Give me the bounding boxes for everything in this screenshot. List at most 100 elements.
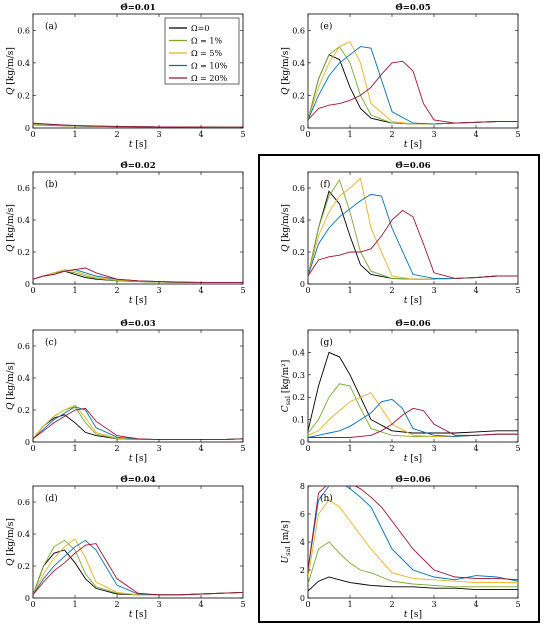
y-tick-label-6-1: 0.2 — [292, 248, 305, 257]
x-tick-label-5-4: 4 — [473, 130, 478, 139]
chart-panel-2: 0 1 2 3 4 5 0 0.2 0.4 0.6 (b) Θ̃=0.02 t [s] Q [kg/m/s… — [6, 160, 246, 306]
x-tick-label-5-1: 1 — [347, 130, 352, 139]
x-axis-label-5: t [s] — [404, 140, 422, 150]
chart-panel-8: 0 1 2 3 4 5 0 2 4 6 8 (h) Θ̃=0.06 t [s] Usal [m/s] — [281, 474, 521, 620]
x-tick-label-8-2: 2 — [389, 600, 394, 609]
plot-area-4 — [32, 485, 244, 599]
x-tick-label-6-0: 0 — [305, 286, 310, 295]
chart-panel-3: 0 1 2 3 4 5 0 0.2 0.4 0.6 (c) Θ̃=0.03 t [s] Q [kg/m/s… — [6, 318, 246, 464]
y-tick-label-8-1: 2 — [300, 566, 305, 575]
chart-title-3: Θ̃=0.03 — [120, 318, 155, 329]
x-tick-label-4-1: 1 — [72, 600, 77, 609]
series-line-8-2 — [308, 541, 518, 588]
x-tick-label-4-2: 2 — [114, 600, 119, 609]
x-tick-label-3-3: 3 — [156, 444, 161, 453]
x-tick-label-2-5: 5 — [240, 286, 245, 295]
panel-label-2: (b) — [45, 179, 58, 190]
series-line-5-5 — [308, 60, 518, 124]
x-tick-label-3-0: 0 — [30, 444, 35, 453]
plot-area-2 — [32, 171, 244, 285]
y-axis-label-7: Csal [kg/m²] — [281, 360, 292, 412]
series-line-8-3 — [308, 499, 518, 584]
x-axis-label-2: t [s] — [129, 296, 147, 306]
y-axis-label-3: Q [kg/m/s] — [6, 362, 16, 410]
y-tick-label-7-2: 0.2 — [292, 393, 305, 402]
y-tick-label-5-3: 0.6 — [292, 26, 305, 35]
x-tick-label-3-2: 2 — [114, 444, 119, 453]
x-tick-label-8-4: 4 — [473, 600, 478, 609]
legend-label-2: Ω = 5% — [191, 49, 223, 58]
y-tick-label-5-1: 0.2 — [292, 91, 305, 100]
x-tick-label-2-4: 4 — [198, 286, 203, 295]
y-tick-label-8-3: 6 — [300, 510, 305, 519]
plot-area-6 — [307, 171, 519, 285]
series-line-1-5 — [33, 122, 243, 128]
series-line-3-5 — [33, 407, 243, 441]
x-tick-label-1-4: 4 — [198, 130, 203, 139]
x-tick-label-3-1: 1 — [72, 444, 77, 453]
x-tick-label-6-2: 2 — [389, 286, 394, 295]
panel-label-6: (f) — [320, 179, 330, 190]
x-axis-label-6: t [s] — [404, 296, 422, 306]
chart-title-6: Θ̃=0.06 — [395, 160, 430, 171]
y-tick-label-3-3: 0.6 — [17, 342, 30, 351]
y-axis-label-4: Q [kg/m/s] — [6, 518, 16, 566]
x-tick-label-1-0: 0 — [30, 130, 35, 139]
x-tick-label-6-1: 1 — [347, 286, 352, 295]
legend: Ω=0 Ω = 1% Ω = 5% Ω = 10% Ω = 20% — [164, 17, 240, 85]
y-tick-label-4-1: 0.2 — [17, 562, 30, 571]
series-line-6-5 — [308, 209, 518, 279]
y-axis-label-2: Q [kg/m/s] — [6, 204, 16, 252]
x-tick-label-2-1: 1 — [72, 286, 77, 295]
x-tick-label-1-5: 5 — [240, 130, 245, 139]
x-tick-label-2-3: 3 — [156, 286, 161, 295]
x-tick-label-4-3: 3 — [156, 600, 161, 609]
x-tick-label-4-5: 5 — [240, 600, 245, 609]
chart-title-4: Θ̃=0.04 — [120, 474, 155, 485]
x-tick-label-7-0: 0 — [305, 444, 310, 453]
series-line-8-5 — [308, 486, 518, 581]
y-tick-label-2-1: 0.2 — [17, 248, 30, 257]
y-tick-label-2-2: 0.4 — [17, 216, 30, 225]
y-tick-label-1-3: 0.6 — [17, 26, 30, 35]
y-tick-label-3-0: 0 — [25, 438, 30, 447]
panel-label-4: (d) — [45, 493, 58, 504]
panel-label-3: (c) — [45, 337, 57, 348]
y-tick-label-3-2: 0.4 — [17, 374, 30, 383]
chart-title-5: Θ̃=0.05 — [395, 2, 430, 13]
x-tick-label-6-4: 4 — [473, 286, 478, 295]
x-axis-label-1: t [s] — [129, 140, 147, 150]
x-tick-label-4-4: 4 — [198, 600, 203, 609]
x-tick-label-6-5: 5 — [515, 286, 520, 295]
chart-panel-7: 0 1 2 3 4 5 0 0.1 0.2 0.3 0.4 (g) Θ̃=0.06 t [s] Csal [… — [281, 318, 521, 464]
x-tick-label-7-3: 3 — [431, 444, 436, 453]
x-tick-label-2-2: 2 — [114, 286, 119, 295]
y-tick-label-1-0: 0 — [25, 124, 30, 133]
plot-area-3 — [32, 329, 244, 443]
x-tick-label-8-1: 1 — [347, 600, 352, 609]
x-tick-label-8-3: 3 — [431, 600, 436, 609]
x-axis-label-3: t [s] — [129, 454, 147, 464]
y-tick-label-7-1: 0.1 — [292, 416, 305, 425]
y-tick-label-8-2: 4 — [300, 538, 305, 547]
y-tick-label-4-3: 0.6 — [17, 498, 30, 507]
y-tick-label-8-4: 8 — [300, 482, 305, 491]
x-tick-label-2-0: 0 — [30, 286, 35, 295]
series-line-8-4 — [308, 486, 518, 582]
plot-area-7 — [307, 329, 519, 443]
series-line-2-5 — [33, 267, 243, 283]
y-tick-label-2-3: 0.6 — [17, 184, 30, 193]
y-tick-label-1-1: 0.2 — [17, 91, 30, 100]
series-line-7-1 — [308, 351, 518, 434]
chart-title-2: Θ̃=0.02 — [120, 160, 155, 171]
x-tick-label-1-1: 1 — [72, 130, 77, 139]
x-tick-label-1-2: 2 — [114, 130, 119, 139]
y-tick-label-5-2: 0.4 — [292, 59, 305, 68]
y-axis-label-1: Q [kg/m/s] — [6, 47, 16, 95]
y-tick-label-2-0: 0 — [25, 280, 30, 289]
y-tick-label-4-0: 0 — [25, 594, 30, 603]
series-line-8-1 — [308, 576, 518, 592]
plot-area-8 — [307, 485, 519, 599]
y-tick-label-6-0: 0 — [300, 280, 305, 289]
